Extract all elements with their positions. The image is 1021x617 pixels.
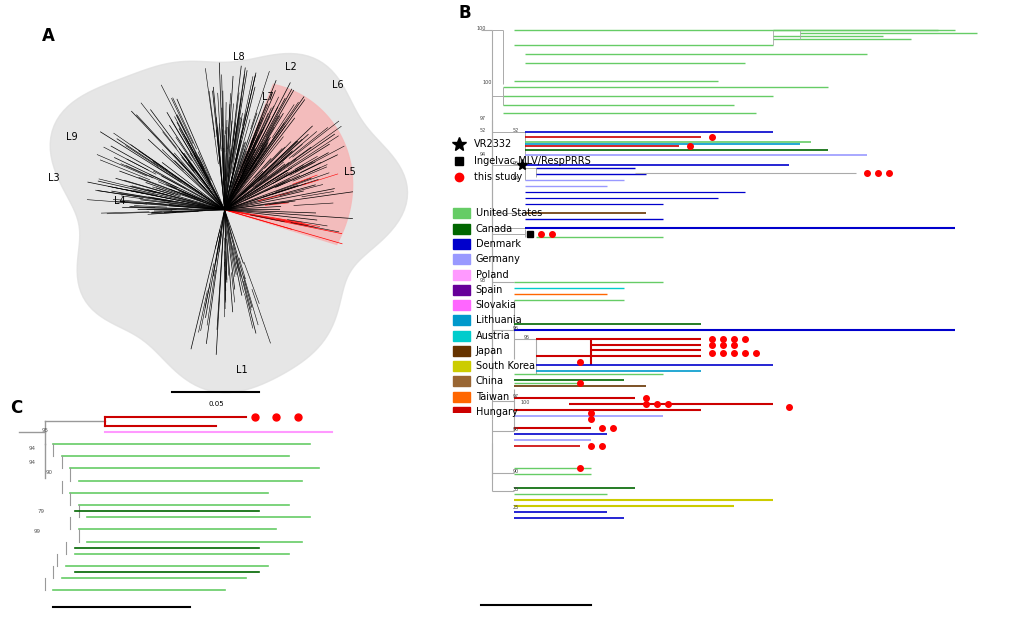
Text: A: A <box>42 27 55 45</box>
Text: 100: 100 <box>521 400 530 405</box>
Text: B: B <box>458 4 472 22</box>
Text: 94: 94 <box>480 152 486 157</box>
Bar <box>453 392 470 402</box>
Text: 35: 35 <box>513 487 520 492</box>
Text: Canada: Canada <box>476 224 513 234</box>
Text: Germany: Germany <box>476 254 521 264</box>
Bar <box>453 376 470 386</box>
Text: L1: L1 <box>236 365 248 375</box>
Bar <box>453 270 470 280</box>
Text: L4: L4 <box>114 196 127 206</box>
Text: L7: L7 <box>262 92 274 102</box>
Text: 94: 94 <box>514 176 520 181</box>
Text: United States: United States <box>476 209 542 218</box>
Text: 93: 93 <box>480 278 486 283</box>
Text: VR2332: VR2332 <box>474 139 512 149</box>
Text: 99: 99 <box>34 529 40 534</box>
Text: L6: L6 <box>332 80 343 89</box>
Text: Ingelvac MLV/RespPRRS: Ingelvac MLV/RespPRRS <box>474 155 590 166</box>
Text: L3: L3 <box>48 173 60 183</box>
Text: 94: 94 <box>29 446 36 451</box>
Bar <box>453 331 470 341</box>
Text: 25: 25 <box>513 505 520 510</box>
Text: 100: 100 <box>477 27 486 31</box>
Text: 52: 52 <box>513 128 520 133</box>
Text: 95: 95 <box>524 334 530 339</box>
Bar <box>453 209 470 218</box>
Text: Denmark: Denmark <box>476 239 521 249</box>
Text: 90: 90 <box>514 469 520 474</box>
Bar <box>453 315 470 325</box>
Text: L2: L2 <box>285 62 296 72</box>
Bar <box>453 407 470 417</box>
Bar <box>453 300 470 310</box>
Text: Taiwan: Taiwan <box>476 392 509 402</box>
Text: C: C <box>10 399 22 417</box>
Polygon shape <box>50 54 407 392</box>
Text: 52: 52 <box>480 128 486 133</box>
Bar <box>453 346 470 356</box>
Text: Poland: Poland <box>476 270 508 280</box>
Text: 96: 96 <box>514 326 520 331</box>
Text: Spain: Spain <box>476 285 503 295</box>
Text: 90: 90 <box>46 470 53 476</box>
Text: South Korea: South Korea <box>476 361 535 371</box>
Text: Austria: Austria <box>476 331 510 341</box>
Text: 97: 97 <box>514 394 520 399</box>
Text: L9: L9 <box>65 132 78 142</box>
Bar <box>453 285 470 295</box>
Bar <box>453 224 470 234</box>
Text: Slovakia: Slovakia <box>476 300 517 310</box>
Text: 94: 94 <box>29 460 36 465</box>
Text: 90: 90 <box>514 428 520 433</box>
Polygon shape <box>225 85 352 244</box>
Text: this study: this study <box>474 172 522 183</box>
Text: 95: 95 <box>514 161 520 166</box>
Text: 100: 100 <box>482 80 492 85</box>
Text: China: China <box>476 376 503 386</box>
Text: Japan: Japan <box>476 346 503 356</box>
Text: L5: L5 <box>344 167 355 176</box>
Bar <box>453 361 470 371</box>
Text: 97: 97 <box>480 116 486 121</box>
Bar <box>453 254 470 264</box>
Text: 79: 79 <box>38 509 45 514</box>
Text: Hungary: Hungary <box>476 407 518 417</box>
Text: 95: 95 <box>42 428 49 433</box>
Text: Lithuania: Lithuania <box>476 315 522 325</box>
Text: 0.05: 0.05 <box>208 401 224 407</box>
Bar <box>453 239 470 249</box>
Text: L8: L8 <box>233 52 244 62</box>
